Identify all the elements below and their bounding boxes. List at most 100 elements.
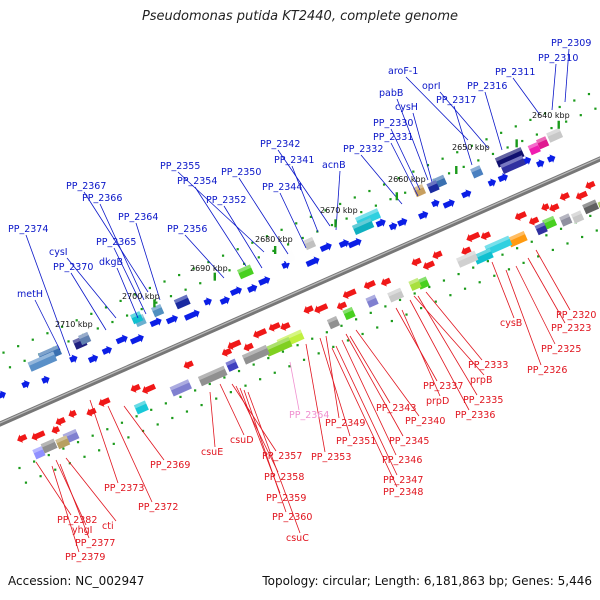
gene-shine [546, 127, 561, 137]
reverse-arrow [86, 407, 97, 417]
reverse-arrow [17, 433, 28, 443]
gene-arrow-shape [101, 346, 112, 355]
reverse-arrow [549, 203, 560, 213]
rail-dot [491, 152, 495, 156]
gene-arrow-shape [528, 216, 540, 226]
gene-body [302, 236, 317, 251]
rail-dot [506, 146, 509, 149]
rail-dot [345, 217, 348, 220]
tick-label: 2640 kbp [532, 111, 570, 120]
forward-arrow [375, 218, 386, 228]
reverse-arrow [98, 397, 111, 407]
reverse-gene-label: prpB [470, 375, 492, 386]
tick-label: 2660 kbp [388, 175, 426, 184]
forward-gene-label: PP_2317 [436, 95, 476, 106]
rail-dot [150, 408, 153, 411]
gene-arrow-shape [536, 159, 545, 168]
forward-arrow [165, 314, 178, 325]
rail-dot [360, 211, 363, 214]
reverse-gene-label: yhgI [72, 525, 92, 536]
tick-mark [515, 139, 518, 148]
reverse-arrow [51, 425, 60, 435]
forward-gene-label: PP_2311 [495, 67, 535, 78]
reverse-gene-label: PP_2359 [266, 493, 306, 504]
forward-leader-line [412, 112, 433, 183]
reverse-gene-label: PP_2320 [556, 310, 596, 321]
rail-dot [384, 305, 387, 308]
forward-gene-label: PP_2316 [467, 81, 507, 92]
rail-dot [301, 236, 304, 240]
rail-dot [397, 176, 400, 180]
reverse-gene-label: PP_2382 [57, 515, 97, 526]
gene-body [241, 344, 270, 365]
reverse-arrow [243, 342, 254, 352]
rail-dot [441, 157, 444, 160]
gene-body [387, 287, 405, 303]
rail-dot [280, 228, 283, 231]
reverse-gene-label: PP_2351 [336, 436, 376, 447]
reverse-block [264, 337, 293, 357]
gene-shine [37, 344, 60, 357]
gene-shine [536, 136, 547, 144]
gene-body [546, 127, 564, 143]
forward-gene-label: PP_2364 [118, 212, 158, 223]
forward-arrow [183, 309, 200, 321]
gene-body [494, 147, 525, 168]
gene-arrow-shape [303, 305, 314, 315]
reverse-arrow [130, 383, 141, 393]
forward-arrow [487, 178, 497, 187]
rail-dot [530, 240, 533, 243]
gene-arrow-shape [203, 297, 212, 306]
forward-arrow [418, 210, 429, 220]
rail-dot [376, 326, 379, 329]
reverse-leader-line [59, 463, 90, 539]
rail-dot [447, 172, 451, 175]
reverse-leader-line [123, 405, 165, 461]
reverse-leader-line [401, 309, 441, 397]
forward-leader-line [66, 257, 117, 319]
reverse-arrow [221, 347, 233, 357]
reverse-gene-label: PP_2333 [468, 360, 508, 371]
rail-dot [91, 434, 94, 437]
gene-body [426, 180, 440, 194]
rail-dot [594, 107, 597, 110]
rail-dot [545, 234, 548, 237]
gene-arrow-shape [336, 301, 348, 311]
forward-leader-line [70, 272, 107, 331]
rail-dot [288, 365, 291, 368]
reverse-leader-line [527, 257, 566, 324]
gene-shine [55, 435, 68, 444]
rail-dot [267, 357, 270, 360]
gene-body [225, 358, 239, 372]
reverse-arrow [363, 280, 376, 290]
reverse-gene-label: csuE [201, 447, 223, 458]
rail-dot [559, 227, 563, 230]
reverse-gene-label: PP_2345 [389, 436, 429, 447]
reverse-arrow [559, 192, 570, 201]
forward-gene-label: dkgB [99, 257, 123, 268]
forward-block [546, 127, 564, 143]
gene-shine [559, 213, 570, 221]
reverse-arrow [303, 305, 314, 315]
gene-body [542, 215, 558, 230]
rail-dot [565, 120, 568, 123]
forward-leader-line [113, 247, 147, 315]
gene-shine [473, 248, 492, 259]
rail-dot [472, 266, 475, 269]
gene-arrow-shape [375, 218, 386, 228]
rail-dot [486, 260, 489, 263]
reverse-gene-label: PP_2323 [551, 323, 591, 334]
reverse-gene-label: PP_2336 [455, 410, 495, 421]
reverse-block [169, 379, 192, 397]
gene-arrow-shape [347, 237, 362, 249]
reverse-leader-line [305, 343, 326, 453]
forward-block [351, 217, 375, 236]
rail-dot [200, 403, 203, 407]
reverse-leader-line [355, 329, 420, 417]
reverse-block [582, 199, 600, 215]
forward-leader-line [194, 186, 247, 267]
forward-leader-line [25, 234, 71, 357]
gene-body [264, 337, 293, 357]
gene-shine [426, 180, 438, 188]
gene-body [582, 199, 600, 215]
